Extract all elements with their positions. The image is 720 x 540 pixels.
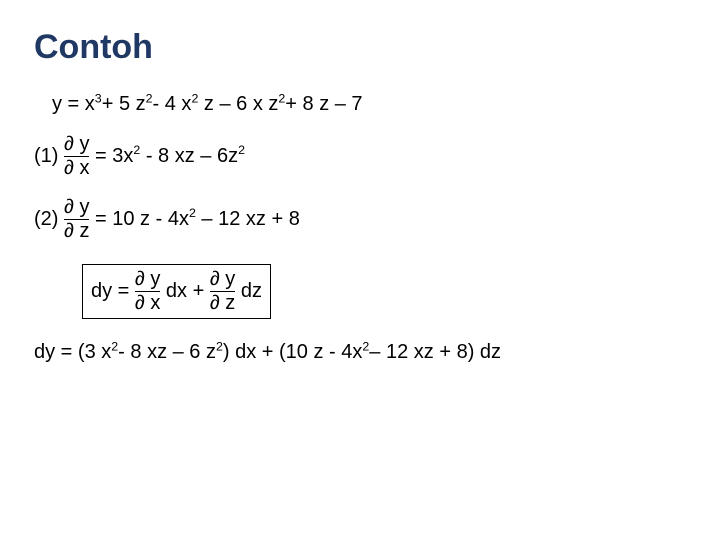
eq-text: dx + [160,280,209,302]
eq-text: = 3x [89,145,133,167]
frac-num: ∂ y [210,269,235,292]
frac-den: ∂ x [135,292,160,314]
eq-text: = 10 z - 4x [89,208,189,230]
eq-text: – 12 xz + 8 [196,208,300,230]
frac-den: ∂ z [210,292,235,314]
eq-text: dy = (3 x [34,341,111,363]
eq-text: dy = [91,280,135,302]
partial-dy-dz: ∂ y ∂ z [210,269,235,314]
exp: 2 [146,91,153,105]
frac-den: ∂ z [64,220,89,242]
step-2: (2) ∂ y ∂ z = 10 z - 4x2 – 12 xz + 8 [34,197,686,242]
exp: 2 [216,339,223,353]
eq-text: z – 6 x z [198,93,278,115]
eq-text: - 8 xz – 6 z [118,341,216,363]
eq-text: ) dx + (10 z - 4x [223,341,363,363]
frac-den: ∂ x [64,157,89,179]
partial-dy-dz: ∂ y ∂ z [64,197,89,242]
eq-text: + 5 z [102,93,146,115]
frac-num: ∂ y [135,269,160,292]
result-equation: dy = (3 x2- 8 xz – 6 z2) dx + (10 z - 4x… [34,341,686,364]
frac-num: ∂ y [64,197,89,220]
total-differential-formula: dy = ∂ y ∂ x dx + ∂ y ∂ z dz [82,264,271,319]
step-label: (2) [34,208,64,230]
exp: 2 [189,206,196,220]
step-label: (1) [34,145,64,167]
partial-dy-dx: ∂ y ∂ x [64,134,89,179]
eq-text: + 8 z – 7 [285,93,362,115]
exp: 3 [95,91,102,105]
partial-dy-dx: ∂ y ∂ x [135,269,160,314]
eq-text: dz [235,280,262,302]
eq-text: – 12 xz + 8) dz [369,341,501,363]
eq-text: - 8 xz – 6z [140,145,238,167]
exp: 2 [238,143,245,157]
slide-title: Contoh [34,28,686,67]
eq-text: y = x [52,93,95,115]
equation-main: y = x3+ 5 z2- 4 x2 z – 6 x z2+ 8 z – 7 [52,93,686,116]
eq-text: - 4 x [153,93,192,115]
frac-num: ∂ y [64,134,89,157]
step-1: (1) ∂ y ∂ x = 3x2 - 8 xz – 6z2 [34,134,686,179]
slide: Contoh y = x3+ 5 z2- 4 x2 z – 6 x z2+ 8 … [0,0,720,540]
